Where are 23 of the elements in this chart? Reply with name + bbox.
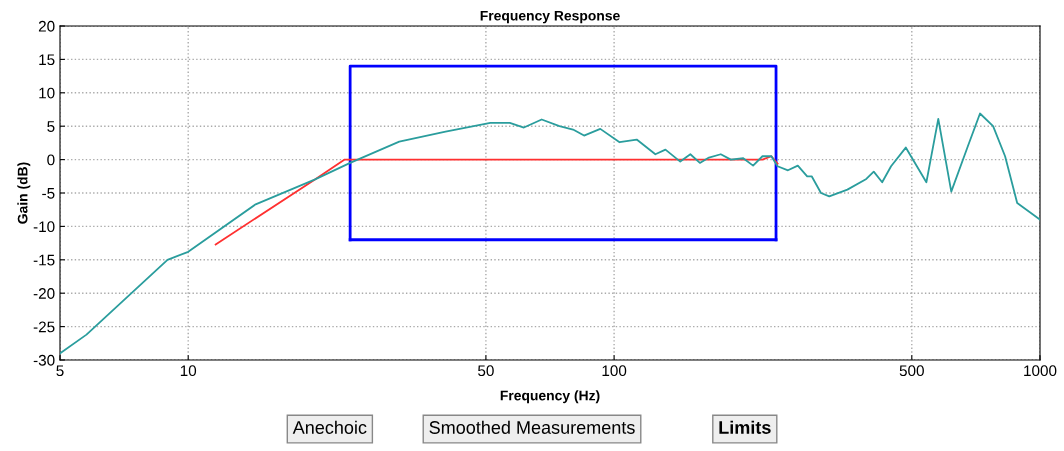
x-tick-label: 1000	[1024, 365, 1057, 377]
y-tick-label: 5	[47, 121, 55, 132]
y-tick-label: 10	[39, 87, 55, 99]
y-tick-label: -15	[33, 254, 55, 266]
chart-title: Frequency Response	[480, 10, 620, 24]
y-tick-label: -30	[33, 354, 55, 366]
text: Limits	[719, 420, 771, 434]
x-tick-label: 10	[180, 365, 197, 377]
text: Anechoic	[292, 420, 367, 434]
text: Smoothed Measurements	[429, 420, 635, 434]
y-axis-title: Gain (dB)	[17, 162, 31, 224]
y-tick-label: 0	[47, 154, 55, 166]
y-tick-label: 20	[38, 20, 55, 32]
x-tick-label: 500	[899, 365, 924, 377]
y-tick-label: -25	[33, 321, 55, 333]
x-tick-label: 100	[602, 365, 627, 377]
y-tick-label: -20	[33, 288, 55, 299]
x-tick-label: 50	[478, 365, 494, 377]
y-tick-label: 15	[39, 54, 55, 66]
y-tick-label: -5	[42, 188, 55, 199]
x-axis-title: Frequency (Hz)	[500, 390, 600, 404]
x-tick-label: 5	[56, 365, 64, 377]
y-tick-label: -10	[33, 221, 55, 233]
